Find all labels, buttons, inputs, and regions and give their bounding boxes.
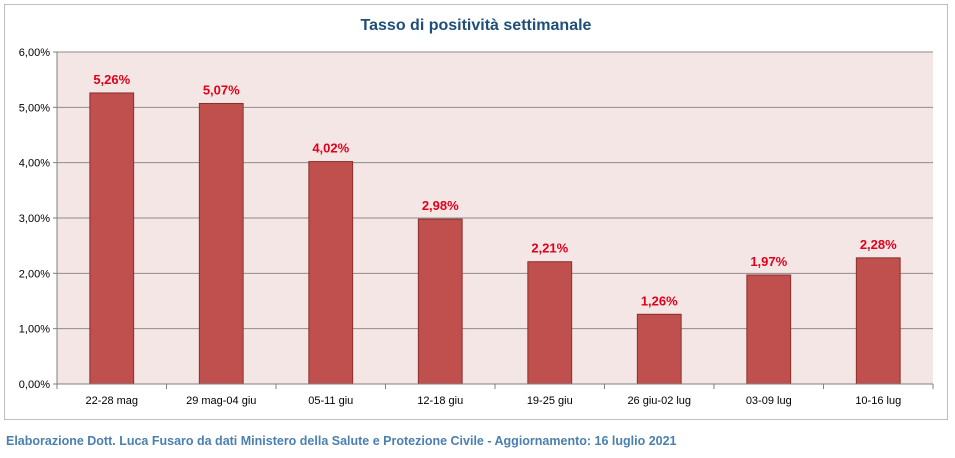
- data-label: 1,97%: [750, 254, 787, 269]
- y-tick-label: 3,00%: [19, 213, 50, 225]
- bar: [636, 313, 682, 385]
- bar: [89, 92, 135, 385]
- data-label: 2,98%: [422, 198, 459, 213]
- x-tick-label: 26 giu-02 lug: [627, 395, 691, 407]
- bar: [417, 218, 463, 385]
- y-tick-label: 2,00%: [19, 268, 50, 280]
- bar: [527, 261, 573, 385]
- x-tick-label: 12-18 giu: [417, 395, 463, 407]
- x-tick-label: 03-09 lug: [746, 395, 792, 407]
- data-label: 5,26%: [93, 72, 130, 87]
- x-tick-label: 22-28 mag: [85, 395, 138, 407]
- data-label: 2,21%: [531, 241, 568, 256]
- data-label: 1,26%: [641, 293, 678, 308]
- y-axis-ticks: 0,00% 1,00% 2,00% 3,00% 4,00% 5,00% 6,00%: [19, 47, 57, 391]
- bar: [746, 274, 792, 385]
- bar-chart: Tasso di positività settimanale 0,00% 1,0…: [19, 17, 934, 407]
- y-tick-label: 6,00%: [19, 47, 50, 59]
- data-label: 2,28%: [860, 237, 897, 252]
- x-tick-label: 10-16 lug: [855, 395, 901, 407]
- bar: [308, 161, 354, 385]
- bar: [855, 257, 901, 385]
- data-label: 4,02%: [312, 141, 349, 156]
- bars: [89, 92, 901, 385]
- y-tick-label: 4,00%: [19, 158, 50, 170]
- x-tick-label: 19-25 giu: [527, 395, 573, 407]
- y-tick-label: 5,00%: [19, 102, 50, 114]
- x-axis-ticks: 22-28 mag 29 mag-04 giu 05-11 giu 12-18 giu…: [56, 384, 934, 407]
- data-label: 5,07%: [203, 82, 240, 97]
- y-tick-label: 0,00%: [19, 379, 50, 391]
- bar: [198, 102, 244, 385]
- data-labels: 5,26% 5,07% 4,02% 2,98% 2,21% 1,26% 1,97% 2,28%: [93, 72, 897, 308]
- x-tick-label: 05-11 giu: [308, 395, 353, 407]
- footer-note: Elaborazione Dott. Luca Fusaro da dati M…: [6, 434, 677, 448]
- y-tick-label: 1,00%: [19, 324, 50, 336]
- chart-title: Tasso di positività settimanale: [361, 17, 592, 34]
- x-tick-label: 29 mag-04 giu: [186, 395, 256, 407]
